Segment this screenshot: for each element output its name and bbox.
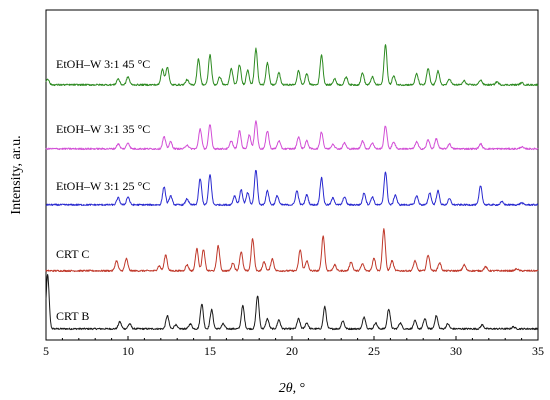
x-axis: 5 10 15 20 25 30 35 <box>43 336 544 358</box>
x-tick-label: 15 <box>204 344 216 358</box>
series-label: EtOH–W 3:1 45 °C <box>56 57 150 71</box>
series-trace <box>45 274 539 331</box>
x-tick-label: 30 <box>450 344 462 358</box>
x-tick-label: 35 <box>532 344 544 358</box>
x-tick-label: 5 <box>43 344 49 358</box>
series-label: CRT B <box>56 309 89 323</box>
series-label: CRT C <box>56 247 89 261</box>
y-axis-title: Intensity, ar.u. <box>9 135 24 214</box>
series-trace <box>45 169 539 207</box>
x-axis-title: 2θ, ° <box>279 381 306 396</box>
x-tick-label: 10 <box>122 344 134 358</box>
diffraction-traces <box>45 44 539 331</box>
series-trace <box>45 228 539 273</box>
series-trace <box>45 120 539 151</box>
x-axis-title-unit: , ° <box>293 381 306 396</box>
series-trace <box>45 44 539 87</box>
series-label: EtOH–W 3:1 25 °C <box>56 179 150 193</box>
x-tick-label: 20 <box>286 344 298 358</box>
series-label: EtOH–W 3:1 35 °C <box>56 122 150 136</box>
x-axis-title-symbol: 2θ <box>279 381 293 396</box>
series-labels: CRT B CRT C EtOH–W 3:1 25 °C EtOH–W 3:1 35 … <box>56 57 150 323</box>
x-tick-label: 25 <box>368 344 380 358</box>
